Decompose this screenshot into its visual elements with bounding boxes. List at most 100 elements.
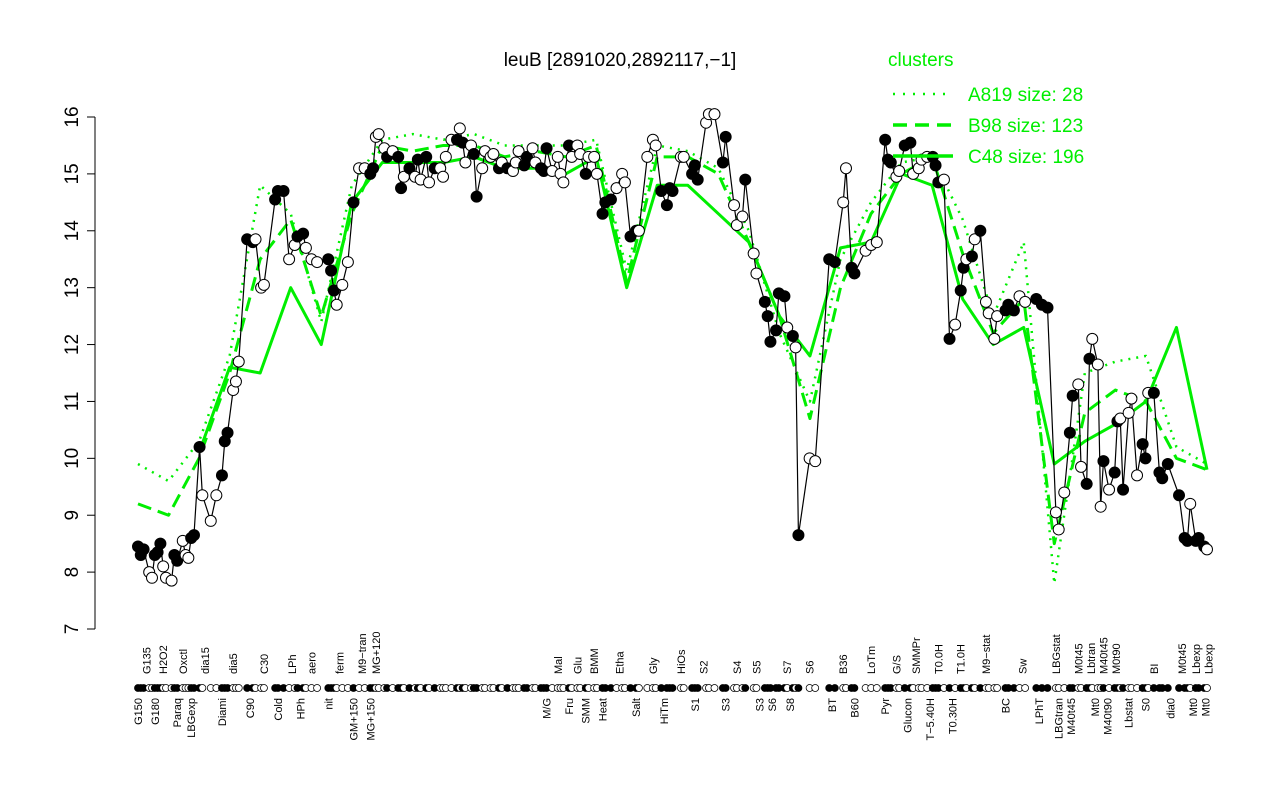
- x-tick-label: nit: [323, 698, 335, 710]
- rug-mark: [721, 684, 730, 692]
- data-point: [1161, 458, 1174, 471]
- x-tick-label: S8: [785, 698, 797, 711]
- data-point: [781, 321, 794, 334]
- data-point: [965, 250, 978, 263]
- data-point: [1173, 489, 1186, 502]
- data-point: [221, 426, 234, 439]
- legend: clusters A819 size: 28 B98 size: 123 C48…: [888, 50, 1084, 168]
- data-point: [691, 173, 704, 186]
- x-tick-label: BMM: [589, 648, 601, 674]
- rug-mark: [830, 684, 839, 692]
- x-tick-label: LBGexp: [186, 698, 198, 738]
- data-point: [904, 136, 917, 149]
- y-tick-label: 9: [62, 510, 83, 521]
- data-point: [1091, 358, 1104, 371]
- data-point: [453, 122, 466, 135]
- data-point: [145, 571, 158, 584]
- data-point: [840, 162, 853, 175]
- x-tick-label: LPhT: [1034, 698, 1046, 725]
- data-point: [403, 162, 416, 175]
- x-tick-label: dia15: [200, 647, 212, 674]
- x-tick-label: S4: [732, 661, 744, 674]
- data-point: [716, 156, 729, 169]
- data-point: [770, 324, 783, 337]
- y-tick-label: 13: [62, 277, 83, 298]
- x-tick-label: M40t45: [1066, 698, 1078, 735]
- x-tick-label: HiOs: [676, 649, 688, 674]
- data-point: [1201, 543, 1213, 556]
- data-point: [1097, 455, 1110, 468]
- x-tick-label: S1: [690, 698, 702, 711]
- data-point: [1063, 426, 1076, 439]
- y-tick-label: 11: [62, 392, 83, 412]
- x-tick-label: T0.30H: [947, 698, 959, 734]
- data-point: [604, 193, 617, 206]
- data-point: [467, 147, 480, 160]
- data-point: [848, 267, 861, 280]
- y-tick-label: 7: [62, 624, 83, 635]
- data-point: [193, 440, 206, 453]
- data-point: [1080, 477, 1093, 490]
- data-point: [249, 233, 262, 246]
- data-point: [1041, 301, 1054, 314]
- data-point: [991, 310, 1004, 323]
- data-point: [1192, 531, 1205, 544]
- data-point: [526, 142, 539, 155]
- data-point: [476, 162, 489, 175]
- rug-mark: [1043, 684, 1052, 692]
- data-point: [758, 295, 771, 308]
- data-point: [596, 207, 609, 220]
- rug-mark: [850, 684, 859, 692]
- data-point: [588, 150, 601, 163]
- data-point: [1094, 500, 1107, 513]
- data-point: [666, 184, 679, 197]
- data-point: [979, 295, 992, 308]
- rug-mark: [710, 684, 719, 692]
- data-point: [154, 537, 167, 550]
- rug-mark: [1163, 684, 1172, 692]
- rug-mark: [872, 684, 881, 692]
- x-tick-label: M0t45: [1177, 643, 1189, 674]
- data-point: [165, 574, 178, 587]
- data-point: [437, 170, 450, 183]
- x-tick-label: Salt: [631, 698, 643, 717]
- rug-mark: [198, 684, 207, 692]
- data-point: [1049, 506, 1062, 519]
- x-tick-label: BT: [827, 698, 839, 712]
- x-tick-label: BI: [1149, 664, 1161, 674]
- data-point: [618, 176, 631, 189]
- data-point: [949, 318, 962, 331]
- data-point: [327, 284, 340, 297]
- x-tick-label: Glu: [572, 657, 584, 674]
- x-tick-label: HiTm: [659, 698, 671, 724]
- x-tick-label: LoTm: [866, 646, 878, 674]
- data-point: [747, 247, 760, 260]
- data-point: [1147, 386, 1160, 399]
- data-point: [968, 233, 981, 246]
- data-point: [677, 150, 690, 163]
- x-tick-label: Gly: [648, 657, 660, 674]
- data-point: [828, 256, 841, 269]
- data-point: [187, 529, 200, 542]
- x-tick-label: GM+150: [348, 698, 360, 741]
- x-tick-label: Mt0: [1201, 698, 1213, 716]
- x-tick-label: Lbexp: [1191, 644, 1203, 674]
- data-point: [423, 176, 436, 189]
- x-tick-label: G150: [133, 698, 145, 725]
- data-point: [257, 278, 270, 291]
- data-point: [395, 182, 408, 195]
- x-tick-label: Mal: [553, 656, 565, 674]
- x-tick-label: LBGstat: [1051, 634, 1063, 674]
- x-tick-label: G135: [141, 647, 153, 674]
- data-point: [688, 159, 701, 172]
- data-point: [988, 332, 1001, 345]
- data-point: [1108, 466, 1121, 479]
- data-point: [1058, 486, 1071, 499]
- data-point: [1083, 352, 1096, 365]
- x-tick-label: aero: [307, 652, 319, 674]
- x-tick-label: Pyr: [880, 698, 892, 715]
- x-tick-label: M40t45: [1098, 637, 1110, 674]
- rug-mark: [794, 684, 803, 692]
- legend-title: clusters: [888, 50, 953, 71]
